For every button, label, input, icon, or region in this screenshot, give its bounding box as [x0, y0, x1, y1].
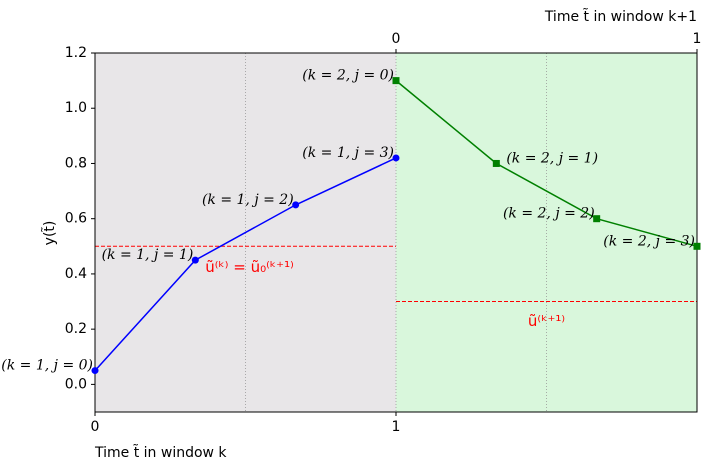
- y-tick-label: 0.8: [65, 155, 87, 171]
- x-axis-label: Time t̃ in window k: [94, 444, 227, 461]
- marker: [693, 242, 701, 250]
- x2-axis-label: Time t̃ in window k+1: [544, 8, 697, 25]
- point-label: (k = 2, j = 2): [503, 206, 595, 222]
- point-label: (k = 2, j = 0): [302, 68, 394, 84]
- y-tick-label: 0.6: [65, 211, 87, 227]
- marker: [191, 256, 199, 264]
- point-label: (k = 1, j = 1): [102, 247, 194, 263]
- x2-tick-label: 0: [392, 31, 401, 47]
- marker: [91, 367, 99, 375]
- point-label: (k = 2, j = 3): [603, 233, 695, 249]
- point-label: (k = 1, j = 3): [302, 145, 394, 161]
- marker: [593, 215, 601, 223]
- y-tick-label: 0.2: [65, 321, 87, 337]
- marker: [492, 159, 500, 167]
- x2-tick-label: 1: [693, 31, 702, 47]
- y-tick-label: 0.0: [65, 376, 87, 392]
- point-label: (k = 2, j = 1): [506, 150, 598, 166]
- series-line: [395, 80, 698, 248]
- y-axis-label: y(t̃): [41, 221, 58, 246]
- marker: [392, 77, 400, 85]
- y-tick-label: 1.2: [65, 45, 87, 61]
- y-tick-label: 1.0: [65, 100, 87, 116]
- x-tick-label: 0: [91, 419, 100, 435]
- series-line: [94, 157, 397, 372]
- reference-label: ũ⁽ᵏ⁾ = ũ₀⁽ᵏ⁺¹⁾: [205, 258, 294, 276]
- y-tick-label: 0.4: [65, 266, 87, 282]
- marker: [392, 154, 400, 162]
- x-tick-label: 1: [392, 419, 401, 435]
- point-label: (k = 1, j = 2): [202, 192, 294, 208]
- reference-label: ũ⁽ᵏ⁺¹⁾: [528, 312, 565, 330]
- marker: [292, 201, 300, 209]
- point-label: (k = 1, j = 0): [1, 358, 93, 374]
